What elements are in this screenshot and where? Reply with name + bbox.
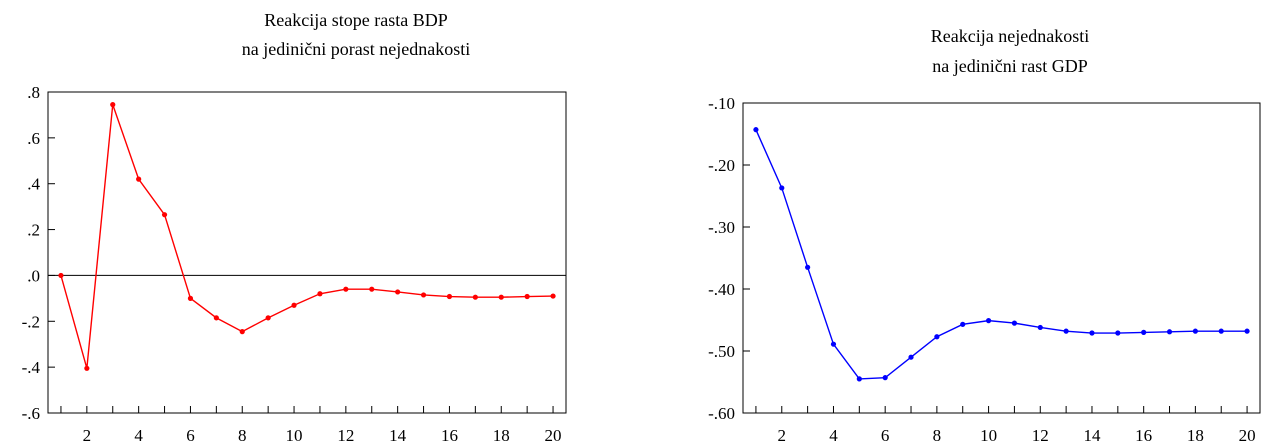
chart-left-x-tick-label: 12 [337, 426, 354, 445]
chart-left-data-point [498, 294, 504, 300]
chart-right-data-point [779, 185, 785, 191]
chart-right-data-point [960, 321, 966, 327]
chart-left-data-point [84, 365, 90, 371]
chart-left-data-point [446, 293, 453, 300]
chart-left-x-tick-label: 16 [441, 426, 458, 445]
chart-left-y-tick-label: -.4 [22, 358, 41, 377]
chart-left-y-tick-label: .2 [27, 221, 40, 240]
chart-left-x-tick-label: 2 [83, 426, 92, 445]
chart-right-y-tick-label: -.50 [708, 342, 735, 361]
chart-right-x-tick-label: 14 [1083, 426, 1101, 445]
chart-right: Reakcija nejednakosti na jedinični rast … [708, 26, 1261, 445]
chart-right-y-tick-label: -.10 [708, 94, 735, 113]
chart-right-data-point [1089, 330, 1095, 336]
chart-right-data-point [1037, 324, 1043, 331]
chart-right-x-tick-label: 4 [829, 426, 838, 445]
chart-left-plot-frame [47, 91, 567, 414]
chart-right-title-line-1: Reakcija nejednakosti [931, 26, 1089, 46]
chart-right-data-point [882, 375, 888, 381]
chart-left-x-tick-label: 10 [286, 426, 303, 445]
chart-right-data-point [856, 376, 862, 382]
chart-right-data-point [1115, 330, 1121, 336]
chart-left-data-point [136, 176, 142, 182]
chart-left-y-tick-label: .4 [27, 175, 40, 194]
chart-right-data-point [1192, 328, 1198, 334]
chart-left-y-tick-label: .0 [27, 266, 40, 285]
chart-left-data-point [187, 295, 194, 301]
chart-right-y-tick-label: -.60 [708, 404, 735, 423]
chart-left-data-point [291, 302, 297, 308]
chart-right-data-point [1063, 328, 1069, 334]
chart-left-title-line-1: Reakcija stope rasta BDP [264, 10, 447, 30]
chart-right-x-tick-label: 2 [778, 426, 787, 445]
chart-left-data-point [161, 212, 168, 218]
chart-right-data-point [1166, 329, 1173, 335]
chart-left: Reakcija stope rasta BDP na jedinični po… [22, 10, 567, 445]
chart-left-data-point [550, 293, 556, 299]
chart-right-x-tick-label: 8 [933, 426, 942, 445]
chart-right-data-point [1218, 328, 1224, 334]
chart-right-title-line-2: na jedinični rast GDP [932, 56, 1087, 76]
chart-left-data-point [395, 289, 401, 295]
chart-left-data-point [317, 291, 323, 297]
chart-right-x-tick-label: 10 [980, 426, 997, 445]
chart-left-y-tick-label: .8 [27, 83, 40, 102]
chart-right-data-point [934, 334, 940, 340]
chart-left-data-point [239, 329, 245, 335]
chart-right-data-point [985, 318, 992, 324]
chart-left-y-tick-label: -.6 [22, 404, 40, 423]
chart-right-data-point [830, 341, 837, 347]
chart-left-title-line-2: na jedinični porast nejednakosti [242, 39, 470, 59]
chart-right-x-tick-label: 18 [1187, 426, 1204, 445]
chart-left-x-tick-label: 20 [545, 426, 562, 445]
chart-right-data-point [1011, 320, 1018, 326]
chart-left-data-point [524, 293, 530, 300]
chart-right-series-line [755, 129, 1248, 380]
chart-right-data-point [805, 264, 811, 270]
chart-left-data-point [265, 315, 271, 321]
chart-left-x-tick-label: 14 [389, 426, 407, 445]
chart-right-x-tick-label: 16 [1135, 426, 1152, 445]
chart-left-x-tick-label: 6 [186, 426, 195, 445]
chart-left-data-point [58, 272, 64, 279]
chart-left-x-tick-label: 18 [493, 426, 510, 445]
chart-left-x-tick-label: 4 [134, 426, 143, 445]
chart-left-series-line [60, 104, 554, 369]
chart-right-x-tick-label: 6 [881, 426, 890, 445]
chart-left-data-point [110, 102, 116, 108]
chart-right-x-tick-label: 20 [1239, 426, 1256, 445]
chart-right-data-point [908, 354, 914, 360]
chart-right-y-tick-label: -.30 [708, 218, 735, 237]
chart-right-plot-frame [742, 102, 1261, 414]
chart-right-y-tick-label: -.20 [708, 156, 735, 175]
chart-left-x-tick-label: 8 [238, 426, 247, 445]
chart-left-data-point [472, 294, 478, 300]
chart-left-data-point [369, 286, 375, 292]
chart-right-y-tick-label: -.40 [708, 280, 735, 299]
chart-right-data-point [753, 127, 759, 133]
chart-left-y-tick-label: -.2 [22, 312, 40, 331]
chart-right-data-point [1244, 328, 1250, 334]
chart-right-data-point [1141, 329, 1147, 335]
chart-left-data-point [213, 315, 219, 321]
chart-left-data-point [420, 292, 427, 298]
chart-left-y-tick-label: .6 [27, 129, 40, 148]
chart-right-x-tick-label: 12 [1032, 426, 1049, 445]
chart-left-data-point [343, 286, 349, 292]
